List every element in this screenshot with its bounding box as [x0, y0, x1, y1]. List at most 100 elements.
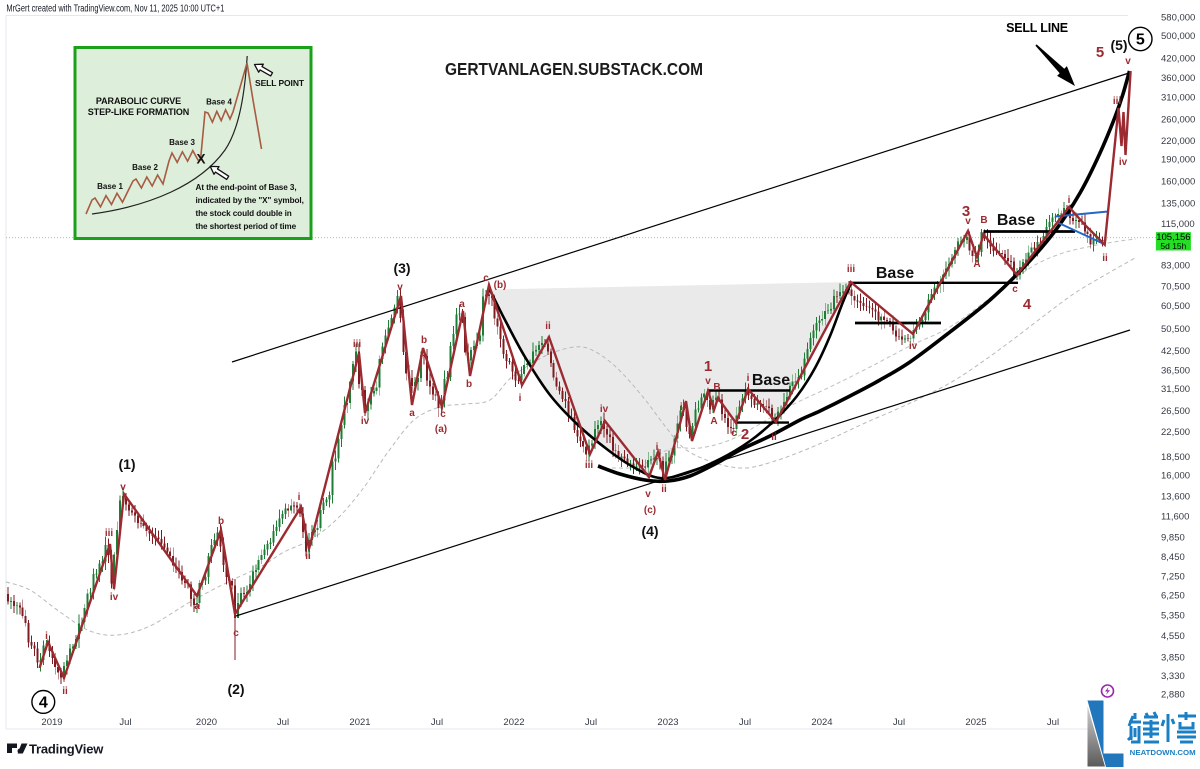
svg-text:c: c	[1012, 284, 1018, 295]
svg-text:b: b	[466, 379, 472, 390]
svg-text:Jul: Jul	[431, 717, 443, 728]
svg-text:4: 4	[1023, 296, 1032, 313]
svg-text:13,600: 13,600	[1161, 491, 1190, 502]
svg-text:v: v	[705, 376, 711, 387]
svg-text:TradingView: TradingView	[29, 742, 104, 757]
svg-text:v: v	[965, 216, 971, 227]
svg-text:7,250: 7,250	[1161, 572, 1185, 583]
svg-text:(5): (5)	[1110, 37, 1127, 53]
svg-text:42,500: 42,500	[1161, 346, 1190, 357]
svg-text:3: 3	[962, 203, 970, 220]
svg-text:Jul: Jul	[1047, 717, 1059, 728]
svg-text:1: 1	[704, 358, 712, 375]
svg-text:i: i	[45, 631, 48, 642]
svg-text:26,500: 26,500	[1161, 406, 1190, 417]
svg-text:Base 3: Base 3	[169, 138, 195, 147]
svg-text:b: b	[218, 516, 224, 527]
svg-text:a: a	[459, 299, 465, 310]
svg-text:Base: Base	[997, 212, 1035, 229]
svg-text:2020: 2020	[196, 717, 217, 728]
svg-text:c: c	[483, 273, 489, 284]
svg-text:2023: 2023	[657, 717, 678, 728]
svg-text:31,500: 31,500	[1161, 384, 1190, 395]
svg-text:Jul: Jul	[119, 717, 131, 728]
svg-text:60,500: 60,500	[1161, 301, 1190, 312]
svg-text:2025: 2025	[965, 717, 986, 728]
svg-text:X: X	[196, 152, 205, 167]
svg-text:580,000: 580,000	[1161, 12, 1195, 23]
svg-text:iii: iii	[847, 264, 856, 275]
svg-text:iii: iii	[1113, 96, 1122, 107]
svg-text:Base 2: Base 2	[132, 163, 158, 172]
svg-text:(c): (c)	[644, 505, 656, 516]
svg-text:220,000: 220,000	[1161, 136, 1195, 147]
svg-text:NEATDOWN.COM: NEATDOWN.COM	[1130, 748, 1196, 757]
svg-text:i: i	[656, 442, 659, 453]
svg-text:ii: ii	[1102, 253, 1108, 264]
svg-text:i: i	[298, 492, 301, 503]
svg-text:2022: 2022	[503, 717, 524, 728]
svg-text:ii: ii	[771, 432, 777, 443]
svg-text:B: B	[980, 215, 987, 226]
svg-text:5: 5	[1096, 44, 1104, 61]
svg-text:iv: iv	[110, 592, 119, 603]
svg-text:MrGert created with TradingVie: MrGert created with TradingView.com, Nov…	[6, 4, 224, 15]
svg-text:Jul: Jul	[893, 717, 905, 728]
svg-text:ii: ii	[545, 321, 551, 332]
svg-text:a: a	[194, 601, 200, 612]
svg-text:310,000: 310,000	[1161, 92, 1195, 103]
svg-text:B: B	[713, 382, 720, 393]
svg-text:b: b	[421, 335, 427, 346]
svg-text:3,330: 3,330	[1161, 671, 1185, 682]
svg-text:i: i	[519, 393, 522, 404]
svg-text:At the end-point of Base 3,: At the end-point of Base 3,	[196, 183, 297, 192]
svg-text:v: v	[1125, 56, 1131, 67]
svg-text:iv: iv	[909, 341, 918, 352]
svg-text:c: c	[233, 628, 239, 639]
svg-text:36,500: 36,500	[1161, 365, 1190, 376]
svg-text:A: A	[710, 416, 717, 427]
svg-text:STEP-LIKE FORMATION: STEP-LIKE FORMATION	[88, 107, 189, 117]
svg-text:Base: Base	[876, 265, 914, 282]
svg-text:c: c	[731, 428, 737, 439]
svg-text:the stock could double in: the stock could double in	[196, 209, 292, 218]
svg-text:115,000: 115,000	[1161, 219, 1195, 230]
svg-text:5: 5	[1136, 32, 1145, 49]
svg-text:6,250: 6,250	[1161, 591, 1185, 602]
svg-text:SELL LINE: SELL LINE	[1006, 21, 1068, 35]
svg-text:iii: iii	[353, 339, 362, 350]
svg-text:4,550: 4,550	[1161, 631, 1185, 642]
svg-text:v: v	[397, 282, 403, 293]
svg-text:i: i	[747, 373, 750, 384]
svg-text:PARABOLIC CURVE: PARABOLIC CURVE	[96, 96, 181, 106]
svg-text:iii: iii	[585, 460, 594, 471]
svg-text:iv: iv	[361, 416, 370, 427]
svg-text:A: A	[973, 259, 980, 270]
svg-text:3,850: 3,850	[1161, 652, 1185, 663]
svg-text:Jul: Jul	[277, 717, 289, 728]
svg-text:360,000: 360,000	[1161, 73, 1195, 84]
svg-text:indicated by the "X" symbol,: indicated by the "X" symbol,	[196, 196, 304, 205]
svg-text:iv: iv	[600, 404, 609, 415]
svg-text:2,880: 2,880	[1161, 690, 1185, 701]
svg-text:4: 4	[39, 695, 48, 712]
svg-text:18,500: 18,500	[1161, 452, 1190, 463]
svg-text:(2): (2)	[227, 681, 244, 697]
svg-text:ii: ii	[305, 551, 311, 562]
svg-text:i: i	[1068, 195, 1071, 206]
svg-text:2: 2	[741, 426, 749, 443]
svg-text:11,600: 11,600	[1161, 512, 1189, 523]
svg-text:iv: iv	[1119, 157, 1128, 168]
svg-text:70,500: 70,500	[1161, 281, 1190, 292]
svg-text:iii: iii	[105, 528, 114, 539]
svg-text:420,000: 420,000	[1161, 54, 1195, 65]
svg-text:(1): (1)	[118, 456, 135, 472]
svg-text:iii: iii	[680, 402, 689, 413]
svg-text:260,000: 260,000	[1161, 115, 1195, 126]
svg-text:(b): (b)	[494, 280, 507, 291]
svg-text:500,000: 500,000	[1161, 31, 1195, 42]
svg-text:c: c	[440, 409, 446, 420]
svg-text:(3): (3)	[393, 260, 410, 276]
svg-text:105,156: 105,156	[1156, 232, 1190, 243]
svg-text:ii: ii	[661, 484, 667, 495]
